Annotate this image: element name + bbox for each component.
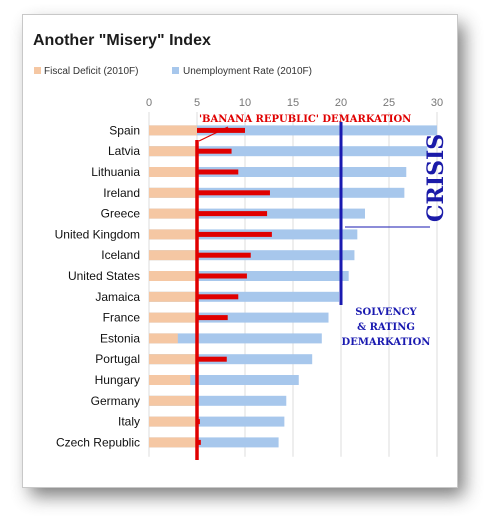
deficit-bar-jamaica bbox=[149, 291, 197, 302]
category-label-hungary: Hungary bbox=[95, 373, 140, 387]
solvency-annotation-line-1: SOLVENCY bbox=[355, 307, 417, 318]
deficit-bar-italy bbox=[149, 416, 197, 427]
legend: Fiscal Deficit (2010F) Unemployment Rate… bbox=[34, 66, 312, 77]
deficit-excess-bar-united-states bbox=[197, 273, 247, 279]
deficit-bar-portugal bbox=[149, 354, 197, 365]
deficit-excess-bar-czech-republic bbox=[197, 439, 201, 445]
unemployment-bar-ireland bbox=[149, 187, 405, 198]
deficit-excess-bar-greece bbox=[197, 211, 268, 217]
x-tick-label-30: 30 bbox=[431, 97, 443, 109]
banana-republic-annotation: 'BANANA REPUBLIC' DEMARKATION bbox=[199, 114, 411, 125]
deficit-bar-united-kingdom bbox=[149, 229, 197, 240]
deficit-bar-iceland bbox=[149, 250, 197, 261]
unemployment-bar-czech-republic bbox=[149, 437, 279, 448]
unemployment-bar-lithuania bbox=[149, 167, 407, 177]
x-tick-label-15: 15 bbox=[287, 97, 299, 109]
x-tick-label-5: 5 bbox=[194, 97, 200, 109]
category-label-greece: Greece bbox=[101, 207, 141, 221]
deficit-excess-bar-latvia bbox=[197, 148, 232, 154]
legend-swatch-fiscal-deficit bbox=[34, 67, 41, 74]
category-label-united-states: United States bbox=[68, 269, 140, 283]
deficit-bar-ireland bbox=[149, 187, 197, 198]
category-labels: Spain Latvia Lithuania Ireland Greece United … bbox=[55, 123, 141, 449]
unemployment-bar-portugal bbox=[149, 354, 313, 365]
category-label-spain: Spain bbox=[109, 123, 140, 137]
deficit-excess-bar-jamaica bbox=[197, 294, 239, 300]
category-label-latvia: Latvia bbox=[108, 144, 140, 158]
category-label-czech-republic: Czech Republic bbox=[56, 435, 140, 449]
category-label-italy: Italy bbox=[118, 415, 140, 429]
deficit-bar-latvia bbox=[149, 146, 197, 157]
banana-annotation-pointer bbox=[198, 126, 229, 142]
chart-title: Another "Misery" Index bbox=[33, 32, 211, 49]
deficit-excess-bar-iceland bbox=[197, 252, 251, 258]
unemployment-bar-latvia bbox=[149, 146, 428, 157]
legend-label-unemployment-rate: Unemployment Rate (2010F) bbox=[183, 66, 312, 77]
unemployment-bar-iceland bbox=[149, 250, 355, 261]
crisis-annotation: CRISIS bbox=[423, 134, 449, 222]
deficit-bar-greece bbox=[149, 208, 197, 219]
category-label-lithuania: Lithuania bbox=[91, 165, 140, 179]
category-label-france: France bbox=[103, 311, 141, 325]
bars bbox=[149, 125, 437, 448]
category-label-jamaica: Jamaica bbox=[95, 290, 140, 304]
category-label-iceland: Iceland bbox=[101, 248, 140, 262]
deficit-excess-bar-united-kingdom bbox=[197, 231, 272, 237]
legend-swatch-unemployment-rate bbox=[172, 67, 179, 74]
solvency-annotation-line-2: & RATING bbox=[357, 322, 415, 333]
unemployment-bar-jamaica bbox=[149, 291, 340, 302]
x-tick-label-10: 10 bbox=[239, 97, 251, 109]
legend-label-fiscal-deficit: Fiscal Deficit (2010F) bbox=[44, 66, 138, 77]
deficit-bar-lithuania bbox=[149, 167, 197, 177]
solvency-annotation-line-3: DEMARKATION bbox=[342, 337, 431, 348]
deficit-bar-czech-republic bbox=[149, 437, 197, 448]
unemployment-bar-spain bbox=[149, 125, 437, 136]
category-label-portugal: Portugal bbox=[95, 352, 140, 366]
deficit-excess-bar-ireland bbox=[197, 190, 270, 196]
deficit-bar-france bbox=[149, 312, 197, 323]
unemployment-bar-italy bbox=[149, 416, 285, 427]
unemployment-bar-estonia bbox=[149, 333, 322, 344]
unemployment-bar-france bbox=[149, 312, 329, 323]
deficit-bar-germany bbox=[149, 395, 197, 406]
deficit-excess-bar-lithuania bbox=[197, 169, 239, 175]
threshold-lines bbox=[195, 122, 343, 460]
category-label-germany: Germany bbox=[91, 394, 140, 408]
x-tick-label-0: 0 bbox=[146, 97, 152, 109]
deficit-bar-estonia bbox=[149, 333, 178, 344]
x-tick-label-20: 20 bbox=[335, 97, 347, 109]
unemployment-bar-hungary bbox=[149, 375, 299, 385]
category-label-estonia: Estonia bbox=[100, 331, 140, 345]
category-label-united-kingdom: United Kingdom bbox=[55, 227, 140, 241]
unemployment-bar-germany bbox=[149, 395, 287, 406]
x-tick-label-25: 25 bbox=[383, 97, 395, 109]
deficit-bar-spain bbox=[149, 125, 197, 136]
category-label-ireland: Ireland bbox=[103, 186, 140, 200]
deficit-bar-united-states bbox=[149, 271, 197, 281]
deficit-excess-bar-france bbox=[197, 315, 228, 321]
unemployment-bar-united-states bbox=[149, 271, 349, 281]
x-axis-ticks: 0 5 10 15 20 25 30 bbox=[146, 97, 443, 109]
deficit-bar-hungary bbox=[149, 375, 191, 385]
deficit-excess-bar-portugal bbox=[197, 356, 227, 362]
